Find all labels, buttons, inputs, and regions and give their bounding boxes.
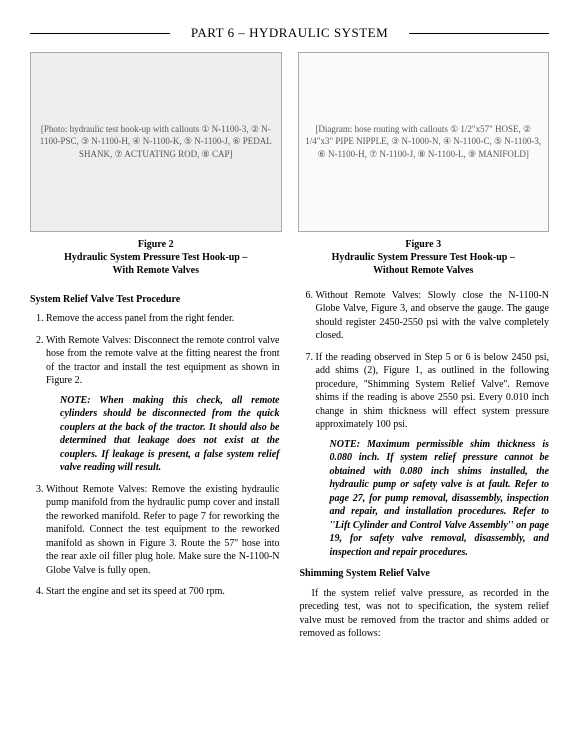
figure-3-caption: Hydraulic System Pressure Test Hook-up –… <box>298 251 550 277</box>
step-3: Without Remote Valves: Remove the existi… <box>46 483 280 578</box>
step-2: With Remote Valves: Disconnect the remot… <box>46 334 280 475</box>
page-header: PART 6 – HYDRAULIC SYSTEM <box>30 24 549 42</box>
step-6: Without Remote Valves: Slowly close the … <box>316 289 550 343</box>
shimming-intro: If the system relief valve pressure, as … <box>300 587 550 641</box>
figure-2-title: Figure 2 <box>30 238 282 251</box>
left-column: System Relief Valve Test Procedure Remov… <box>30 285 280 649</box>
figure-3-image: [Diagram: hose routing with callouts ① 1… <box>298 52 550 232</box>
figure-3-title: Figure 3 <box>298 238 550 251</box>
header-title: PART 6 – HYDRAULIC SYSTEM <box>191 25 388 40</box>
figure-2: [Photo: hydraulic test hook-up with call… <box>30 52 282 277</box>
step-7: If the reading observed in Step 5 or 6 i… <box>316 351 550 560</box>
figure-2-caption: Hydraulic System Pressure Test Hook-up –… <box>30 251 282 277</box>
figures-row: [Photo: hydraulic test hook-up with call… <box>30 52 549 277</box>
right-column: Without Remote Valves: Slowly close the … <box>300 285 550 649</box>
figure-3: [Diagram: hose routing with callouts ① 1… <box>298 52 550 277</box>
note-2: NOTE: Maximum permissible shim thickness… <box>330 438 550 560</box>
note-1: NOTE: When making this check, all remote… <box>60 394 280 475</box>
step-4: Start the engine and set its speed at 70… <box>46 585 280 599</box>
body-columns: System Relief Valve Test Procedure Remov… <box>30 285 549 649</box>
step-1: Remove the access panel from the right f… <box>46 312 280 326</box>
section-title-procedure: System Relief Valve Test Procedure <box>30 293 280 307</box>
section-title-shimming: Shimming System Relief Valve <box>300 567 550 581</box>
figure-2-image: [Photo: hydraulic test hook-up with call… <box>30 52 282 232</box>
